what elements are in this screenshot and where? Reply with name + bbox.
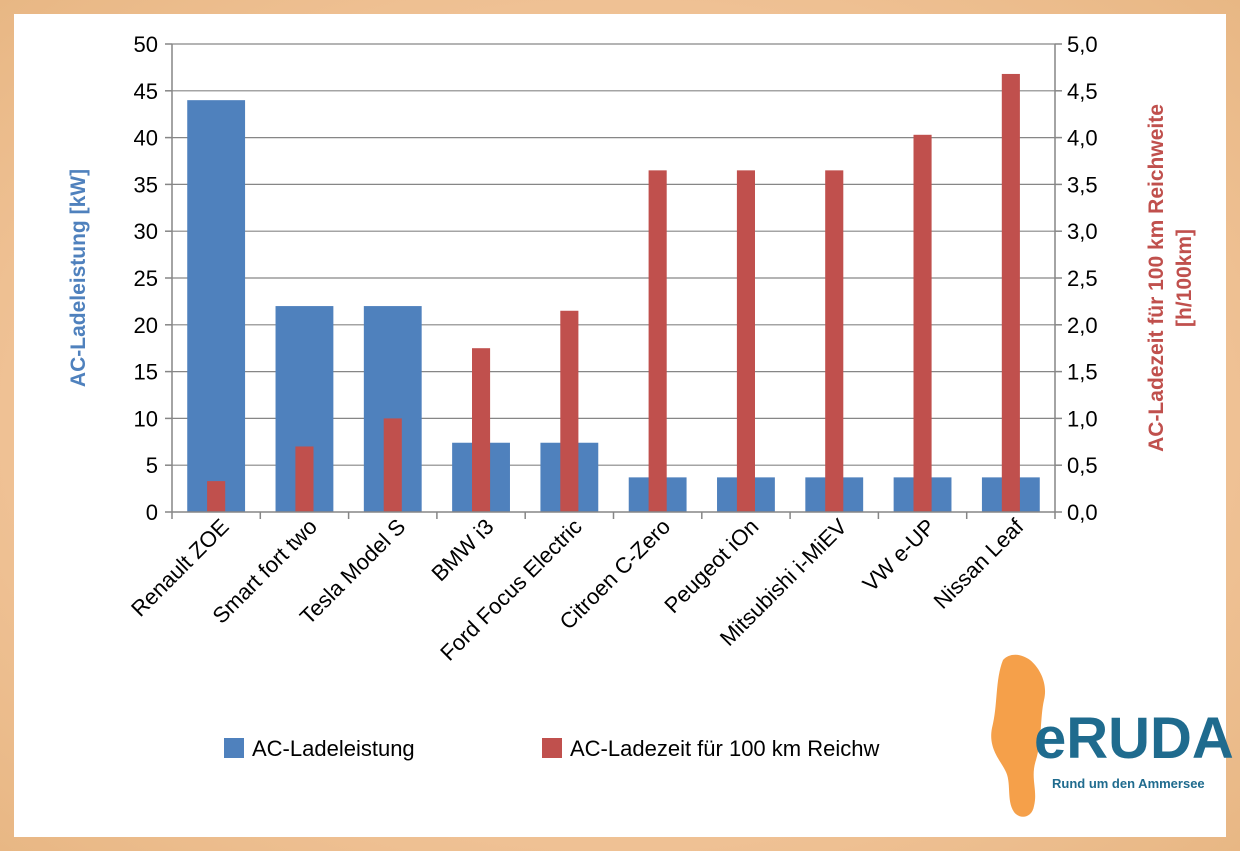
legend: AC-Ladeleistung AC-Ladezeit für 100 km R…: [224, 736, 879, 761]
logo-text: eRUDA: [1034, 706, 1234, 771]
category-label: BMW i3: [426, 514, 498, 586]
y-tick-label: 40: [134, 126, 158, 151]
left-tick-labels: 0 5 10 15 20 25 30 35 40 45 50: [134, 32, 158, 525]
bar-ac-ladezeit: [1001, 73, 1020, 513]
y2-tick-label: 4,5: [1067, 79, 1098, 104]
bar-ac-ladeleistung: [187, 100, 246, 512]
bars: [187, 73, 1040, 513]
y-tick-label: 0: [146, 500, 158, 525]
y2-tick-label: 0,5: [1067, 453, 1098, 478]
y-tick-label: 10: [134, 406, 158, 431]
y2-tick-label: 3,5: [1067, 172, 1098, 197]
legend-label-series-1: AC-Ladeleistung: [252, 736, 415, 761]
y-tick-label: 35: [134, 172, 158, 197]
category-label: VW e-UP: [858, 514, 941, 597]
y-tick-label: 5: [146, 453, 158, 478]
category-label: Nissan Leaf: [929, 513, 1029, 613]
bar-ac-ladezeit: [825, 170, 844, 513]
legend-swatch-series-2: [542, 738, 562, 758]
y-tick-label: 15: [134, 360, 158, 385]
y2-axis-label-line1: AC-Ladezeit für 100 km Reichweite: [1145, 104, 1168, 452]
legend-label-series-2: AC-Ladezeit für 100 km Reichw: [570, 736, 879, 761]
y2-tick-label: 0,0: [1067, 500, 1098, 525]
bar-ac-ladezeit: [736, 170, 756, 513]
y-tick-label: 20: [134, 313, 158, 338]
y-axis-label: AC-Ladeleistung [kW]: [67, 169, 90, 387]
bar-ac-ladezeit: [648, 170, 667, 513]
bar-ac-ladezeit: [383, 418, 402, 512]
y2-tick-label: 3,0: [1067, 219, 1098, 244]
right-tick-labels: 0,0 0,5 1,0 1,5 2,0 2,5 3,0 3,5 4,0 4,5 5,0: [1067, 32, 1098, 525]
bar-ac-ladezeit: [295, 446, 314, 512]
axes: [165, 43, 1062, 519]
lake-shape-icon: [991, 654, 1046, 817]
y-tick-label: 45: [134, 79, 158, 104]
y-tick-label: 30: [134, 219, 158, 244]
y-tick-label: 25: [134, 266, 158, 291]
y2-tick-label: 2,5: [1067, 266, 1098, 291]
legend-swatch-series-1: [224, 738, 244, 758]
y2-tick-label: 1,0: [1067, 406, 1098, 431]
y2-tick-label: 4,0: [1067, 126, 1098, 151]
bar-ac-ladezeit: [913, 134, 932, 513]
bar-ac-ladezeit: [471, 348, 491, 512]
bar-ac-ladezeit: [207, 481, 226, 512]
y2-tick-label: 2,0: [1067, 313, 1098, 338]
gridlines: [172, 43, 1055, 466]
y-tick-label: 50: [134, 32, 158, 57]
eruda-logo: eRUDA Rund um den Ammersee: [991, 654, 1234, 817]
y2-tick-label: 5,0: [1067, 32, 1098, 57]
bar-ac-ladezeit: [560, 310, 579, 512]
y2-tick-label: 1,5: [1067, 360, 1098, 385]
logo-tagline: Rund um den Ammersee: [1052, 776, 1205, 791]
y2-axis-label-line2: [h/100km]: [1173, 229, 1196, 327]
